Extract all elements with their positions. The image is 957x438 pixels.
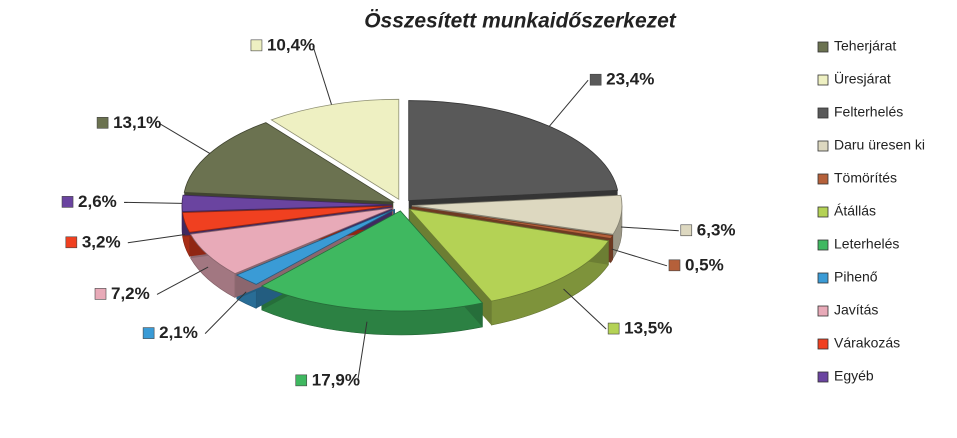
leader-line [156, 266, 209, 295]
legend-label: Teherjárat [834, 38, 896, 54]
slice [408, 208, 610, 302]
data-label: 13,1% [113, 113, 161, 132]
leader-line [312, 45, 333, 105]
data-label: 6,3% [697, 220, 736, 239]
slice [182, 205, 393, 233]
leader-line [204, 291, 247, 334]
leader-line [124, 201, 183, 204]
chart-title: Összesített munkaidőszerkezet [364, 10, 677, 33]
data-label: 23,4% [606, 70, 654, 89]
legend-swatch [817, 173, 829, 185]
legend-swatch [817, 74, 829, 86]
leader-line [158, 122, 211, 154]
legend-label: Leterhelés [834, 236, 899, 252]
leader-line [357, 321, 368, 381]
data-label: 0,5% [685, 255, 724, 274]
data-label: 3,2% [82, 232, 121, 251]
label-swatch [607, 322, 620, 335]
label-swatch [589, 73, 602, 86]
label-swatch [65, 236, 78, 249]
legend-swatch [817, 107, 829, 119]
legend-label: Pihenő [834, 269, 878, 285]
label-swatch [61, 196, 74, 208]
pie [181, 98, 623, 312]
legend-swatch [817, 272, 829, 284]
slice [411, 206, 614, 239]
legend-swatch [817, 305, 829, 317]
legend-label: Felterhelés [834, 104, 903, 120]
legend-swatch [817, 338, 829, 350]
legend-swatch [817, 206, 829, 218]
data-label: 7,2% [111, 284, 150, 303]
slice [183, 122, 395, 203]
label-swatch [142, 327, 155, 339]
leader-line [611, 248, 668, 267]
legend-swatch [817, 140, 829, 152]
leader-line [127, 234, 186, 244]
slice [411, 194, 623, 235]
leader-line [563, 288, 607, 330]
legend-label: Átállás [834, 203, 876, 219]
data-label: 2,6% [78, 192, 117, 211]
legend-swatch [817, 239, 829, 251]
slice [235, 208, 396, 285]
legend-label: Egyéb [834, 368, 874, 384]
legend: Teherjárat Üresjárat Felterhelés Daru ürese… [817, 38, 925, 384]
label-swatch [295, 374, 308, 387]
leader-line [620, 226, 679, 232]
data-label: 13,5% [624, 319, 672, 338]
data-label: 17,9% [312, 370, 360, 389]
legend-label: Tömörítés [834, 170, 897, 186]
legend-label: Javítás [834, 302, 878, 318]
data-label: 10,4% [267, 35, 315, 54]
legend-swatch [817, 41, 829, 53]
label-swatch [250, 39, 263, 52]
label-swatch [94, 288, 107, 300]
data-labels: 13,1% 10,4% 23,4% 6,3% 0,5% 13,5% 17,9% 2,1% 7,2… [61, 35, 736, 389]
data-label: 2,1% [159, 323, 198, 342]
slice [270, 98, 400, 201]
legend-label: Várakozás [834, 335, 900, 351]
label-swatch [96, 116, 109, 129]
leader-line [548, 79, 589, 127]
label-swatch [680, 224, 693, 237]
label-swatch [668, 259, 681, 272]
slice [408, 100, 619, 201]
slice [260, 210, 484, 312]
slice [189, 207, 394, 275]
legend-label: Üresjárat [834, 70, 891, 87]
legend-swatch [817, 371, 829, 383]
legend-label: Daru üresen ki [834, 137, 925, 153]
